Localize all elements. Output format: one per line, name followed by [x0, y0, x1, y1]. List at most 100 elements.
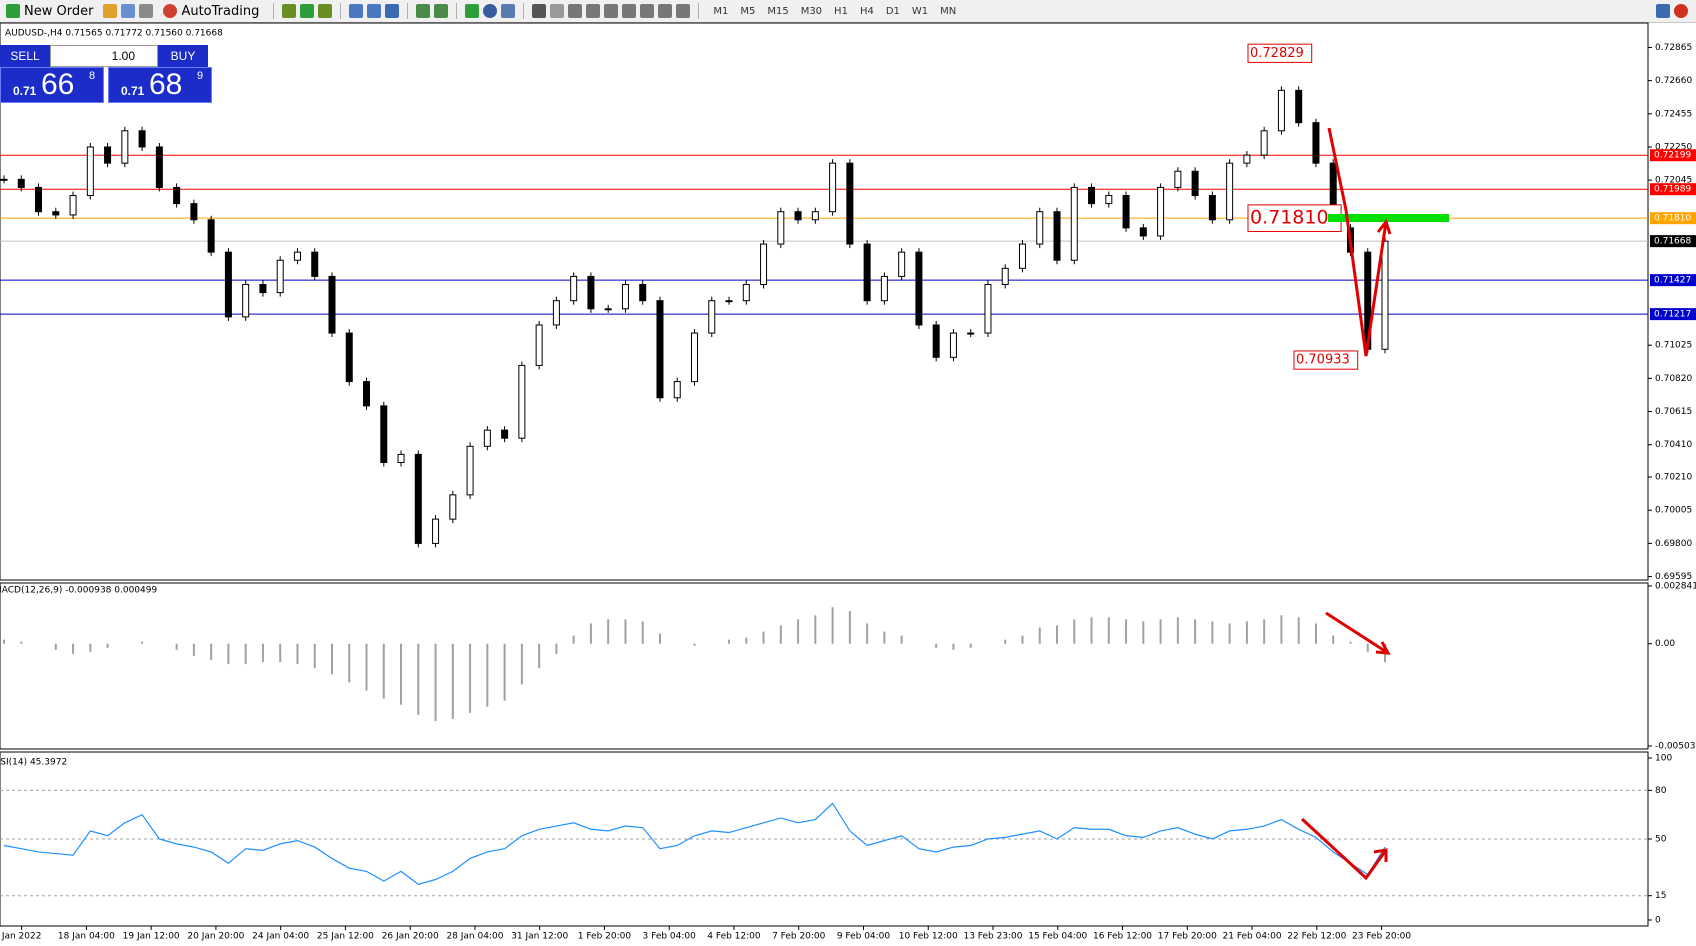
icon[interactable]	[103, 4, 118, 18]
price-prefix: 0.71	[13, 84, 37, 98]
candle	[414, 453, 422, 544]
candle	[449, 494, 457, 520]
candle	[1260, 130, 1268, 156]
y-tick-label: 0	[1655, 916, 1661, 926]
candle	[1191, 170, 1199, 197]
icon[interactable]	[640, 4, 655, 18]
separator	[340, 3, 342, 19]
candle	[760, 243, 768, 286]
candle	[1070, 186, 1078, 261]
price-sup: 8	[89, 70, 96, 82]
icon[interactable]	[367, 4, 382, 18]
icon[interactable]	[483, 4, 498, 18]
timeframe-button[interactable]: M5	[740, 5, 756, 17]
candle	[138, 130, 146, 148]
timeframe-button[interactable]: M1	[713, 5, 729, 17]
candle	[1277, 89, 1285, 132]
candle	[604, 308, 612, 311]
rsi-arrow	[1300, 817, 1388, 881]
sell-button[interactable]: SELL	[0, 45, 50, 67]
icon[interactable]	[139, 4, 154, 18]
candle	[311, 251, 319, 277]
icon[interactable]	[282, 4, 297, 18]
sell-price[interactable]: 0.71 66 8	[0, 67, 104, 103]
candle	[915, 251, 923, 326]
annotation-label: 0.71810	[1250, 207, 1329, 229]
one-click-trading: SELL 1.00 BUY 0.71 66 8 0.71 68 9	[0, 45, 212, 103]
icon[interactable]	[385, 4, 400, 18]
icon[interactable]	[550, 4, 565, 18]
icon[interactable]	[676, 4, 691, 18]
lot-input[interactable]: 1.00	[50, 45, 158, 67]
price-prefix: 0.71	[121, 84, 145, 98]
candle	[777, 211, 785, 245]
button-label: New Order	[24, 3, 94, 19]
icon[interactable]	[501, 4, 516, 18]
x-tick-label: 20 Jan 20:00	[187, 932, 244, 942]
candle	[639, 284, 647, 302]
icon[interactable]	[568, 4, 583, 18]
x-tick-label: 7 Feb 20:00	[772, 932, 826, 942]
level-tag	[1650, 212, 1696, 225]
button-label: AutoTrading	[181, 3, 260, 19]
icon[interactable]	[300, 4, 315, 18]
separator	[698, 3, 700, 19]
y-tick-label: 0.72250	[1655, 142, 1692, 152]
search-icon[interactable]	[1656, 4, 1670, 18]
candle	[466, 445, 474, 496]
x-tick-label: 1 Feb 20:00	[578, 932, 632, 942]
icon[interactable]	[658, 4, 673, 18]
candle	[207, 219, 215, 253]
icon[interactable]	[121, 4, 136, 18]
buy-button[interactable]: BUY	[158, 45, 208, 67]
candle	[949, 332, 957, 358]
candle	[880, 275, 888, 302]
notification-icon[interactable]	[1674, 4, 1688, 18]
candle	[725, 300, 733, 303]
icon[interactable]	[465, 4, 480, 18]
icon[interactable]	[434, 4, 449, 18]
candle	[0, 178, 8, 181]
x-tick-label: 31 Jan 12:00	[511, 932, 568, 942]
candle	[1053, 211, 1061, 261]
x-tick-label: 21 Feb 04:00	[1223, 932, 1282, 942]
candle	[1157, 186, 1165, 237]
timeframe-button[interactable]: M30	[800, 5, 823, 17]
candle	[984, 284, 992, 334]
timeframe-button[interactable]: H4	[859, 5, 874, 17]
x-tick-label: 10 Feb 12:00	[899, 932, 958, 942]
y-tick-label: 0.72455	[1655, 109, 1692, 119]
icon[interactable]	[532, 4, 547, 18]
icon[interactable]	[586, 4, 601, 18]
buy-price[interactable]: 0.71 68 9	[108, 67, 212, 103]
timeframe-button[interactable]: H1	[834, 5, 848, 17]
macd-label: MACD(12,26,9) -0.000938 0.000499	[0, 586, 157, 596]
timeframes: M1 M5 M15 M30 H1 H4 D1 W1 MN	[707, 6, 962, 17]
timeframe-button[interactable]: MN	[940, 5, 957, 17]
level-label: 0.72199	[1654, 151, 1691, 161]
candle	[621, 284, 629, 310]
autotrading-button[interactable]: AutoTrading	[157, 1, 265, 21]
candle	[742, 284, 750, 302]
icon[interactable]	[622, 4, 637, 18]
candle	[52, 211, 60, 216]
new-order-button[interactable]: New Order	[0, 1, 99, 21]
annotation-box	[1293, 350, 1359, 370]
icon[interactable]	[318, 4, 333, 18]
y-tick-label: 0.002841	[1655, 582, 1696, 592]
candle	[673, 381, 681, 399]
separator	[273, 3, 275, 19]
timeframe-button[interactable]: W1	[911, 5, 929, 17]
timeframe-button[interactable]: D1	[885, 5, 900, 17]
candle	[967, 332, 975, 335]
level-label: 0.71668	[1654, 237, 1691, 247]
icon[interactable]	[604, 4, 619, 18]
x-tick-label: 23 Feb 20:00	[1352, 932, 1411, 942]
timeframe-button[interactable]: M15	[767, 5, 789, 17]
icon[interactable]	[416, 4, 431, 18]
candle	[1174, 170, 1182, 188]
x-tick-label: 3 Feb 04:00	[643, 932, 697, 942]
icon[interactable]	[349, 4, 364, 18]
candle	[570, 275, 578, 302]
arrow-head	[1373, 848, 1388, 862]
